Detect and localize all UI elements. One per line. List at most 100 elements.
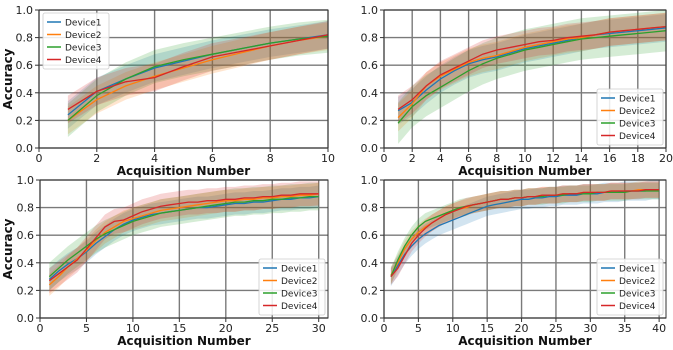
y-tick-label: 0.0 (17, 312, 35, 325)
legend: Device1 Device2 Device3 Device4 (258, 258, 326, 316)
band-device4 (398, 12, 666, 124)
x-tick-label: 4 (437, 152, 444, 165)
x-tick-label: 20 (219, 322, 233, 335)
x-tick-label: 20 (515, 322, 529, 335)
x-tick-label: 15 (480, 322, 494, 335)
y-tick-label: 0.2 (361, 284, 379, 297)
line-device2 (48, 193, 319, 286)
x-tick-label: 10 (126, 322, 140, 335)
band-device2 (398, 12, 666, 132)
line-device3 (67, 35, 328, 121)
x-tick-label: 2 (93, 152, 100, 165)
legend-label: Device4 (65, 56, 102, 66)
legend-label: Device2 (619, 277, 656, 287)
y-tick-label: 0.4 (361, 257, 379, 270)
x-tick-label: 8 (493, 152, 500, 165)
legend-label: Device1 (619, 265, 656, 275)
legend: Device1 Device2 Device3 Device4 (596, 258, 664, 316)
x-tick-label: 6 (465, 152, 472, 165)
x-tick-label: 15 (172, 322, 186, 335)
chart-panel-4: 0 5 10 15 20 25 30 35 40 0.0 0.2 0.4 0.6 0.8 1.0 Acquis… (361, 174, 667, 348)
x-tick-label: 30 (312, 322, 326, 335)
y-tick-label: 0.2 (16, 114, 34, 127)
x-tick-label: 14 (574, 152, 588, 165)
y-tick-label: 0.8 (16, 32, 34, 45)
x-tick-label: 5 (415, 322, 422, 335)
legend-label: Device3 (65, 44, 102, 54)
band-device4 (49, 181, 319, 294)
legend-label: Device4 (619, 132, 656, 142)
legend: Device1 Device2 Device3 Device4 (42, 12, 110, 70)
band-device3 (67, 19, 328, 137)
line-device4 (390, 189, 660, 278)
band-device2 (49, 182, 319, 296)
legend: Device1 Device2 Device3 Device4 (596, 88, 664, 146)
line-device3 (397, 30, 666, 124)
x-tick-label: 12 (546, 152, 560, 165)
x-tick-label: 0 (381, 322, 388, 335)
series-group (67, 19, 328, 137)
legend-label: Device1 (65, 19, 102, 29)
series-group (397, 10, 666, 144)
legend-label: Device3 (281, 290, 318, 300)
band-device4 (67, 21, 328, 124)
y-tick-label: 0.6 (16, 59, 34, 72)
y-tick-label: 1.0 (361, 4, 379, 17)
band-device1 (398, 14, 666, 125)
x-tick-label: 2 (409, 152, 416, 165)
x-tick-label: 0 (381, 152, 388, 165)
y-tick-label: 0.2 (361, 114, 379, 127)
x-tick-label: 5 (83, 322, 90, 335)
band-device3 (49, 182, 319, 291)
x-tick-label: 40 (652, 322, 666, 335)
series-group (48, 181, 319, 296)
x-axis-label: Acquisition Number (117, 334, 251, 348)
x-tick-label: 35 (618, 322, 632, 335)
y-tick-label: 1.0 (16, 4, 34, 17)
legend-box (596, 258, 664, 316)
y-tick-label: 0.8 (361, 202, 379, 215)
y-tick-label: 0.4 (16, 87, 34, 100)
y-tick-label: 0.8 (361, 32, 379, 45)
line-device1 (397, 27, 666, 112)
legend-label: Device4 (619, 302, 656, 312)
y-tick-label: 0.4 (17, 257, 35, 270)
chart-panel-1: 0 2 4 6 8 10 0.0 0.2 0.4 0.6 0.8 1.0 Acquisition Num… (1, 4, 335, 178)
x-tick-label: 4 (151, 152, 158, 165)
legend-box (596, 88, 664, 146)
x-tick-label: 18 (631, 152, 645, 165)
x-tick-label: 10 (518, 152, 532, 165)
x-axis-label: Acquisition Number (458, 164, 592, 178)
x-tick-label: 0 (36, 152, 43, 165)
band-device2 (390, 181, 660, 284)
legend-label: Device1 (281, 265, 318, 275)
chart-panel-2: 0 2 4 6 8 10 12 14 16 18 20 0.0 0.2 0.4 0.6 0.8 1.0 Acqui… (361, 4, 673, 178)
y-tick-label: 0.2 (17, 284, 35, 297)
x-tick-label: 6 (209, 152, 216, 165)
band-device3 (398, 10, 666, 144)
x-tick-label: 10 (321, 152, 335, 165)
y-tick-label: 0.0 (361, 312, 379, 325)
legend-box (258, 258, 326, 316)
y-tick-label: 0.4 (361, 87, 379, 100)
legend-label: Device2 (65, 31, 102, 41)
legend-label: Device2 (619, 107, 656, 117)
y-tick-label: 0.0 (16, 142, 34, 155)
line-device4 (48, 193, 319, 282)
legend-label: Device3 (619, 120, 656, 130)
y-axis-label: Accuracy (1, 218, 15, 279)
band-device1 (49, 185, 319, 291)
x-tick-label: 0 (37, 322, 44, 335)
x-tick-label: 25 (265, 322, 279, 335)
legend-box (42, 12, 110, 70)
axes-frame (383, 179, 667, 319)
y-tick-label: 1.0 (361, 174, 379, 187)
x-axis-label: Acquisition Number (458, 334, 592, 348)
x-tick-label: 30 (583, 322, 597, 335)
legend-label: Device4 (281, 302, 318, 312)
band-device4 (390, 181, 660, 285)
y-tick-label: 1.0 (17, 174, 35, 187)
y-tick-label: 0.0 (361, 142, 379, 155)
y-axis-label: Accuracy (1, 48, 15, 109)
